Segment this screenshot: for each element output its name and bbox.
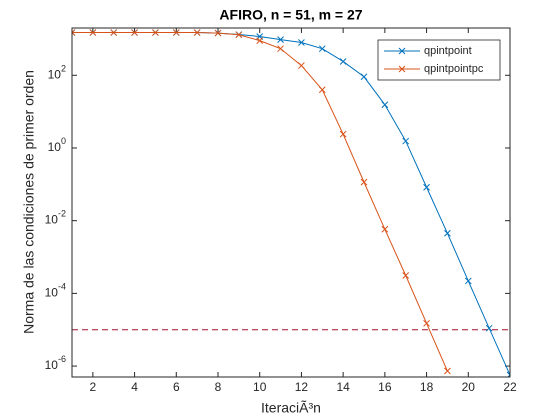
x-tick-label: 8 [215, 380, 222, 394]
x-tick-label: 10 [253, 380, 267, 394]
x-tick-label: 16 [378, 380, 392, 394]
point-marker [423, 183, 430, 191]
point-marker [402, 272, 410, 279]
point-marker [277, 45, 284, 53]
legend-label: qpintpoint [424, 45, 472, 57]
point-marker [381, 101, 389, 109]
y-tick-label: 102 [48, 64, 66, 82]
x-tick-label: 18 [420, 380, 434, 394]
point-marker [381, 225, 389, 233]
point-marker [72, 29, 76, 36]
x-tick-label: 14 [336, 380, 350, 394]
x-tick-label: 6 [173, 380, 180, 394]
legend-marker [398, 47, 406, 55]
point-marker [277, 36, 284, 43]
y-tick-label: 10-4 [45, 282, 66, 300]
point-marker [318, 45, 326, 53]
legend-box [377, 39, 501, 81]
chart-title: AFIRO, n = 51, m = 27 [219, 7, 362, 23]
point-marker [402, 137, 410, 145]
x-tick-label: 4 [131, 380, 138, 394]
point-marker [131, 29, 138, 36]
point-marker [318, 86, 326, 94]
point-marker [339, 58, 347, 65]
point-marker [444, 367, 451, 375]
x-tick-label: 2 [90, 380, 97, 394]
plot-area [72, 28, 510, 377]
point-marker [214, 29, 222, 37]
point-marker [423, 319, 430, 327]
point-marker [235, 31, 243, 39]
point-marker [485, 324, 493, 332]
y-tick-label: 10-6 [45, 354, 66, 372]
point-marker [339, 130, 347, 138]
point-marker [298, 62, 305, 69]
legend-marker [398, 65, 406, 73]
point-marker [256, 37, 264, 44]
point-marker [152, 29, 159, 36]
axes-box [71, 27, 511, 378]
point-marker [464, 277, 472, 285]
y-axis-label: Norma de las condiciones de primer orden [21, 70, 37, 334]
x-axis-label: IteraciÃ³n [261, 400, 321, 416]
point-marker [89, 29, 97, 36]
x-tick-label: 22 [503, 380, 517, 394]
y-tick-label: 10-2 [45, 209, 66, 227]
y-tick-label: 100 [48, 136, 66, 154]
point-marker [360, 178, 368, 186]
point-marker [110, 29, 118, 36]
legend-label: qpintpointpc [424, 63, 484, 75]
x-tick-label: 12 [295, 380, 309, 394]
point-marker [360, 73, 368, 81]
point-marker [172, 29, 180, 36]
point-marker [298, 39, 305, 46]
point-marker [193, 29, 201, 36]
point-marker [444, 229, 451, 237]
x-tick-label: 20 [462, 380, 476, 394]
